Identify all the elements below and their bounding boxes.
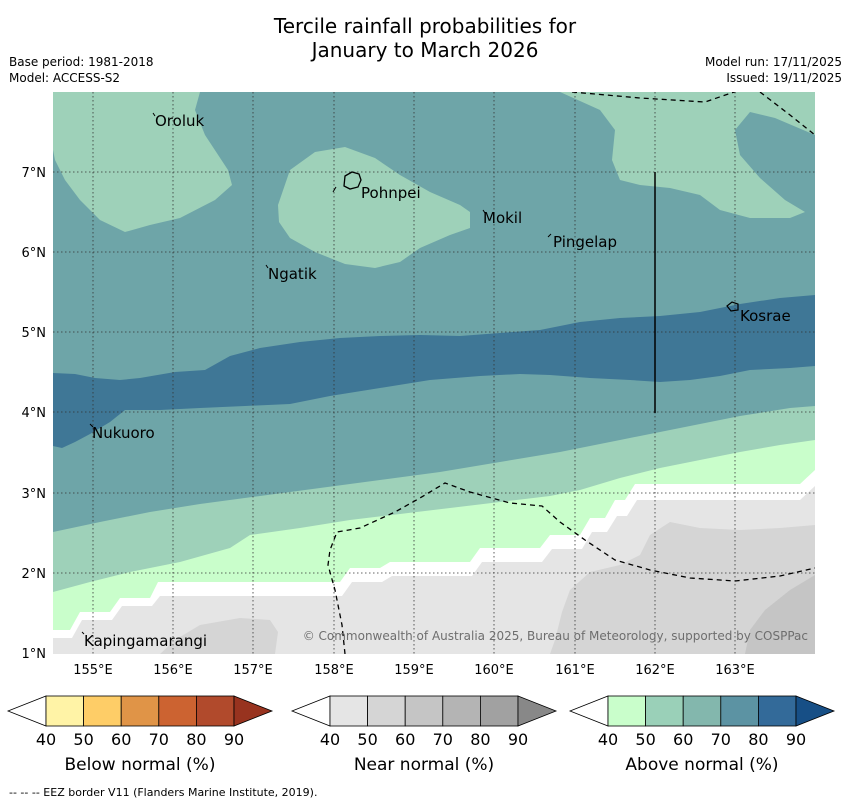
colorbar-segment: [720, 695, 759, 727]
pohnpei-island-reef: [332, 186, 337, 193]
near-normal-band-50-left: [160, 618, 278, 654]
lon-label-155: 155°E: [73, 663, 113, 678]
colorbar-under-triangle: [568, 695, 609, 727]
colorbars: 40 50 60 70 80 90 40 50 60 70 80 90 40 50 60 70 80 90: [6, 695, 836, 749]
place-label-oroluk: Oroluk: [155, 112, 204, 130]
colorbar-under-triangle: [6, 695, 47, 727]
lon-label-160: 160°E: [474, 663, 514, 678]
lon-label-161: 161°E: [555, 663, 595, 678]
gridlines: [53, 92, 815, 654]
colorbar-segment: [158, 695, 197, 727]
colorbar-segment: [120, 695, 160, 727]
colorbar-segment: [367, 695, 406, 727]
colorbar-tick-label: 90: [224, 730, 244, 749]
colorbar-tick-label: 90: [508, 730, 528, 749]
base-period: Base period: 1981-2018: [9, 55, 154, 69]
colorbar-over-triangle: [517, 695, 558, 727]
eez-border: [327, 92, 815, 654]
colorbar-tick-label: 80: [748, 730, 768, 749]
colorbar-segment: [329, 695, 368, 727]
kosrae-island-shape: [726, 301, 739, 312]
colorbar-segment: [195, 695, 235, 727]
colorbar-segment: [404, 695, 444, 727]
lat-label-3: 3°N: [22, 487, 47, 502]
eez-footnote: -- -- -- EEZ border V11 (Flanders Marine…: [9, 786, 318, 799]
colorbar-below-normal: 40 50 60 70 80 90: [6, 695, 274, 749]
run-info: Model run: 17/11/2025 Issued: 19/11/2025: [705, 54, 842, 86]
place-label-nukuoro: Nukuoro: [92, 424, 155, 442]
near-normal-band-60: [745, 575, 815, 654]
lon-label-156: 156°E: [153, 663, 193, 678]
place-label-kapingamarangi: Kapingamarangi: [84, 632, 207, 650]
map-area: [53, 92, 815, 654]
model-run-date: Model run: 17/11/2025: [704, 55, 842, 69]
colorbar-tick-label: 60: [395, 730, 415, 749]
colorbar-tick-label: 70: [711, 730, 731, 749]
place-label-ngatik: Ngatik: [268, 265, 317, 283]
probability-band-80: [53, 295, 815, 448]
lat-label-7: 7°N: [22, 166, 47, 181]
probability-band-upper-left: [53, 92, 232, 232]
place-label-kosrae: Kosrae: [740, 307, 791, 325]
colorbar-title-above: Above normal (%): [625, 755, 779, 775]
place-label-pohnpei: Pohnpei: [361, 184, 421, 202]
colorbar-title-near: Near normal (%): [353, 755, 495, 775]
colorbar-tick-label: 70: [149, 730, 169, 749]
colorbar-tick-label: 50: [73, 730, 93, 749]
lon-label-157: 157°E: [233, 663, 273, 678]
title-line-1: Tercile rainfall probabilities for: [273, 14, 577, 38]
pohnpei-island-shape: [343, 171, 362, 190]
colorbar-over-triangle: [795, 695, 836, 727]
colorbar-tick-label: 80: [470, 730, 490, 749]
lon-label-158: 158°E: [314, 663, 354, 678]
lat-label-2: 2°N: [22, 567, 47, 582]
lon-label-163: 163°E: [715, 663, 755, 678]
model-info: Base period: 1981-2018 Model: ACCESS-S2: [9, 54, 154, 86]
place-label-mokil: Mokil: [483, 209, 522, 227]
chart-title: Tercile rainfall probabilities for Janua…: [0, 14, 850, 62]
atoll-markers: [81, 112, 552, 635]
lat-label-4: 4°N: [22, 406, 47, 421]
colorbar-tick-label: 90: [786, 730, 806, 749]
colorbar-tick-label: 50: [635, 730, 655, 749]
title-line-2: January to March 2026: [311, 38, 539, 62]
colorbar-tick-label: 60: [673, 730, 693, 749]
colorbar-segment: [45, 695, 84, 727]
colorbar-title-below: Below normal (%): [64, 755, 216, 775]
colorbar-above-normal: 40 50 60 70 80 90: [568, 695, 836, 749]
colorbar-segment: [645, 695, 684, 727]
colorbar-segment: [607, 695, 646, 727]
lat-label-1: 1°N: [22, 647, 47, 662]
place-label-pingelap: Pingelap: [553, 233, 617, 251]
issued-date: Issued: 19/11/2025: [726, 71, 842, 85]
map-figure: Oroluk Pohnpei Mokil Pingelap Ngatik Kos…: [22, 92, 815, 678]
colorbar-tick-label: 40: [36, 730, 56, 749]
probability-band-upper-right: [560, 92, 815, 218]
colorbar-segment: [479, 695, 519, 727]
lon-label-159: 159°E: [394, 663, 434, 678]
lon-label-162: 162°E: [635, 663, 675, 678]
colorbar-segment: [83, 695, 122, 727]
colorbar-tick-label: 50: [357, 730, 377, 749]
colorbar-tick-label: 60: [111, 730, 131, 749]
map-copyright: © Commonwealth of Australia 2025, Bureau…: [303, 629, 808, 643]
colorbar-tick-label: 40: [320, 730, 340, 749]
colorbar-over-triangle: [233, 695, 274, 727]
probability-band-pohnpei: [278, 147, 470, 268]
model-name: Model: ACCESS-S2: [9, 71, 121, 85]
colorbar-segment: [442, 695, 481, 727]
colorbar-segment: [682, 695, 722, 727]
colorbar-near-normal: 40 50 60 70 80 90: [290, 695, 558, 749]
colorbar-tick-label: 40: [598, 730, 618, 749]
colorbar-segment: [758, 695, 797, 727]
colorbar-tick-label: 80: [186, 730, 206, 749]
colorbar-under-triangle: [290, 695, 331, 727]
near-normal-band-50: [550, 522, 815, 654]
lat-label-5: 5°N: [22, 326, 47, 341]
lat-label-6: 6°N: [22, 246, 47, 261]
colorbar-tick-label: 70: [433, 730, 453, 749]
